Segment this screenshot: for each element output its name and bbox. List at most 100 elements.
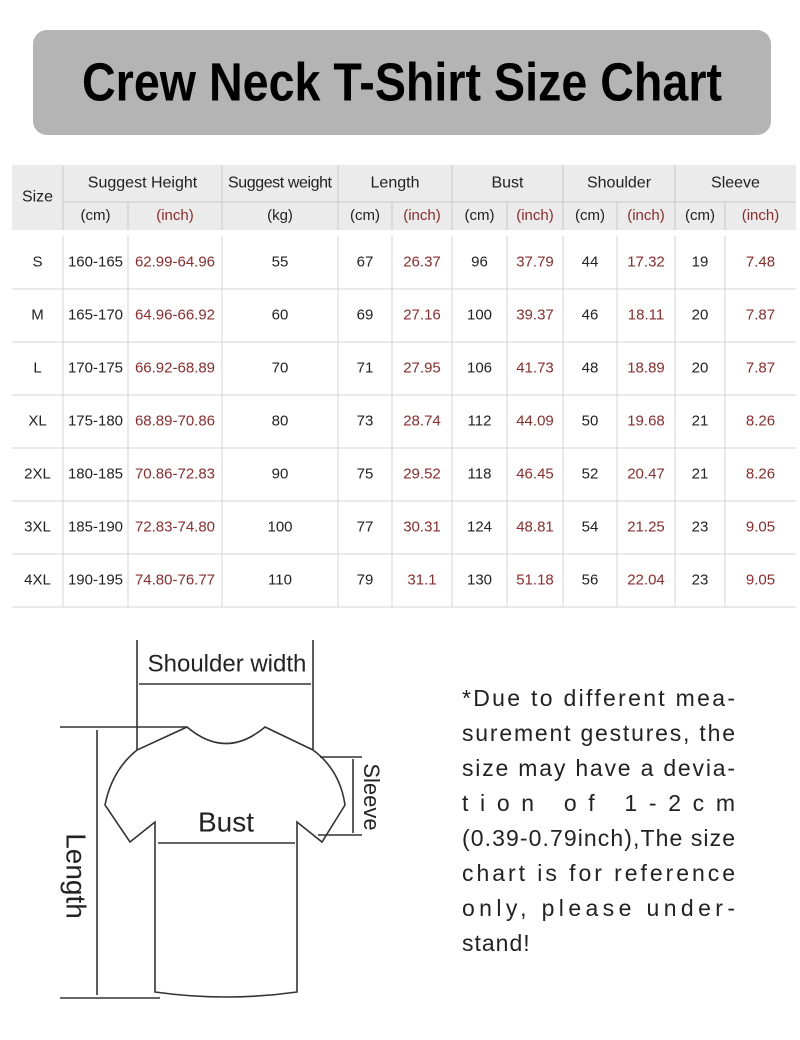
unit-cell: (cm)	[465, 207, 495, 224]
table-cell: 22.04	[627, 571, 665, 588]
table-cell: 9.05	[746, 571, 775, 588]
header-cell: Suggest Height	[88, 175, 198, 192]
tshirt-diagram: Shoulder width Bust Length Sleeve	[60, 640, 384, 999]
header-cell: Sleeve	[711, 175, 760, 192]
table-cell: 27.95	[403, 359, 441, 376]
table-cell: 112	[468, 412, 492, 429]
table-cell: 7.87	[746, 306, 775, 323]
table-cell: 17.32	[627, 253, 665, 270]
table-cell: 20.47	[627, 465, 665, 482]
table-cell: 20	[692, 306, 709, 323]
note: *Due to different mea-surement gestures,…	[462, 685, 736, 956]
table-cell: 44.09	[516, 412, 554, 429]
table-cell: 74.80-76.77	[135, 571, 215, 588]
unit-cell: (cm)	[350, 207, 380, 224]
table-cell: 68.89-70.86	[135, 412, 215, 429]
table-cell: 46.45	[516, 465, 554, 482]
table-cell: 124	[467, 518, 492, 535]
table-cell: 19	[692, 253, 709, 270]
table-cell: 71	[357, 359, 374, 376]
note-line: (0.39-0.79inch),The size	[462, 825, 736, 851]
tshirt-outline	[104, 726, 346, 998]
table-cell: 62.99-64.96	[135, 253, 215, 270]
table-cell: 52	[582, 465, 599, 482]
note-line: stand!	[462, 930, 531, 956]
table-cell: 69	[357, 306, 374, 323]
table-cell: 72.83-74.80	[135, 518, 215, 535]
table-cell: 27.16	[403, 306, 441, 323]
table-cell: 28.74	[403, 412, 441, 429]
table-cell: 18.11	[628, 306, 664, 323]
header-cell: Bust	[491, 175, 524, 192]
table-cell: 44	[582, 253, 599, 270]
table-cell: 170-175	[68, 359, 123, 376]
table-cell: 56	[582, 571, 599, 588]
table-cell: 180-185	[68, 465, 123, 482]
unit-cell: (inch)	[516, 207, 554, 224]
header-cell: Shoulder	[587, 175, 652, 192]
table-cell: 165-170	[68, 306, 123, 323]
table-cell: 21	[692, 465, 709, 482]
size-table: Size Suggest Height Suggest weight Length Bu…	[12, 165, 796, 608]
table-cell: 67	[357, 253, 374, 270]
table-cell: 3XL	[24, 518, 51, 535]
table-cell: 46	[582, 306, 599, 323]
table-cell: 70	[272, 359, 289, 376]
note-line: *Due to different mea-	[462, 685, 736, 711]
table-cell: 23	[692, 518, 709, 535]
note-line: tion of 1-2cm	[462, 790, 736, 816]
table-cell: 23	[692, 571, 709, 588]
table-cell: 48.81	[516, 518, 554, 535]
length-label: Length	[61, 833, 92, 919]
table-cell: 7.87	[746, 359, 775, 376]
table-cell: 31.1	[407, 571, 436, 588]
title-banner	[33, 30, 771, 135]
table-cell: 90	[272, 465, 289, 482]
table-cell: 118	[468, 465, 492, 482]
table-cell: 37.79	[516, 253, 554, 270]
header-cell: Length	[371, 175, 420, 192]
table-cell: 2XL	[24, 465, 51, 482]
table-cell: 20	[692, 359, 709, 376]
unit-cell: (inch)	[627, 207, 665, 224]
table-cell: 21	[692, 412, 709, 429]
table-cell: 175-180	[68, 412, 123, 429]
table-cell: M	[31, 306, 44, 323]
table-cell: 80	[272, 412, 289, 429]
table-cell: 75	[357, 465, 374, 482]
note-line: only, please under-	[462, 895, 736, 921]
title: Crew Neck T-Shirt Size Chart	[82, 52, 722, 112]
table-cell: 73	[357, 412, 374, 429]
table-cell: S	[32, 253, 42, 270]
table-cell: 79	[357, 571, 374, 588]
shoulder-label: Shoulder width	[148, 650, 307, 677]
header-bg	[12, 165, 796, 230]
table-cell: 77	[357, 518, 374, 535]
table-cell: 19.68	[627, 412, 665, 429]
note-line: surement gestures, the	[462, 720, 736, 746]
table-cell: 100	[267, 518, 292, 535]
table-cell: 54	[582, 518, 599, 535]
unit-cell: (inch)	[156, 207, 194, 224]
table-cell: 30.31	[403, 518, 441, 535]
unit-cell: (cm)	[81, 207, 111, 224]
table-cell: 64.96-66.92	[135, 306, 215, 323]
table-cell: 8.26	[746, 412, 775, 429]
table-cell: 106	[467, 359, 492, 376]
table-cell: 8.26	[746, 465, 775, 482]
table-cell: 50	[582, 412, 599, 429]
table-cell: 60	[272, 306, 289, 323]
table-cell: L	[33, 359, 41, 376]
unit-cell: (inch)	[403, 207, 441, 224]
sleeve-label: Sleeve	[359, 763, 384, 830]
table-cell: 100	[467, 306, 492, 323]
table-cell: 66.92-68.89	[135, 359, 215, 376]
unit-cell: (kg)	[267, 207, 293, 224]
note-line: size may have a devia-	[462, 755, 736, 781]
table-cell: 51.18	[516, 571, 554, 588]
table-cell: 9.05	[746, 518, 775, 535]
table-cell: 160-165	[68, 253, 123, 270]
table-cell: 18.89	[627, 359, 665, 376]
table-cell: XL	[28, 412, 46, 429]
